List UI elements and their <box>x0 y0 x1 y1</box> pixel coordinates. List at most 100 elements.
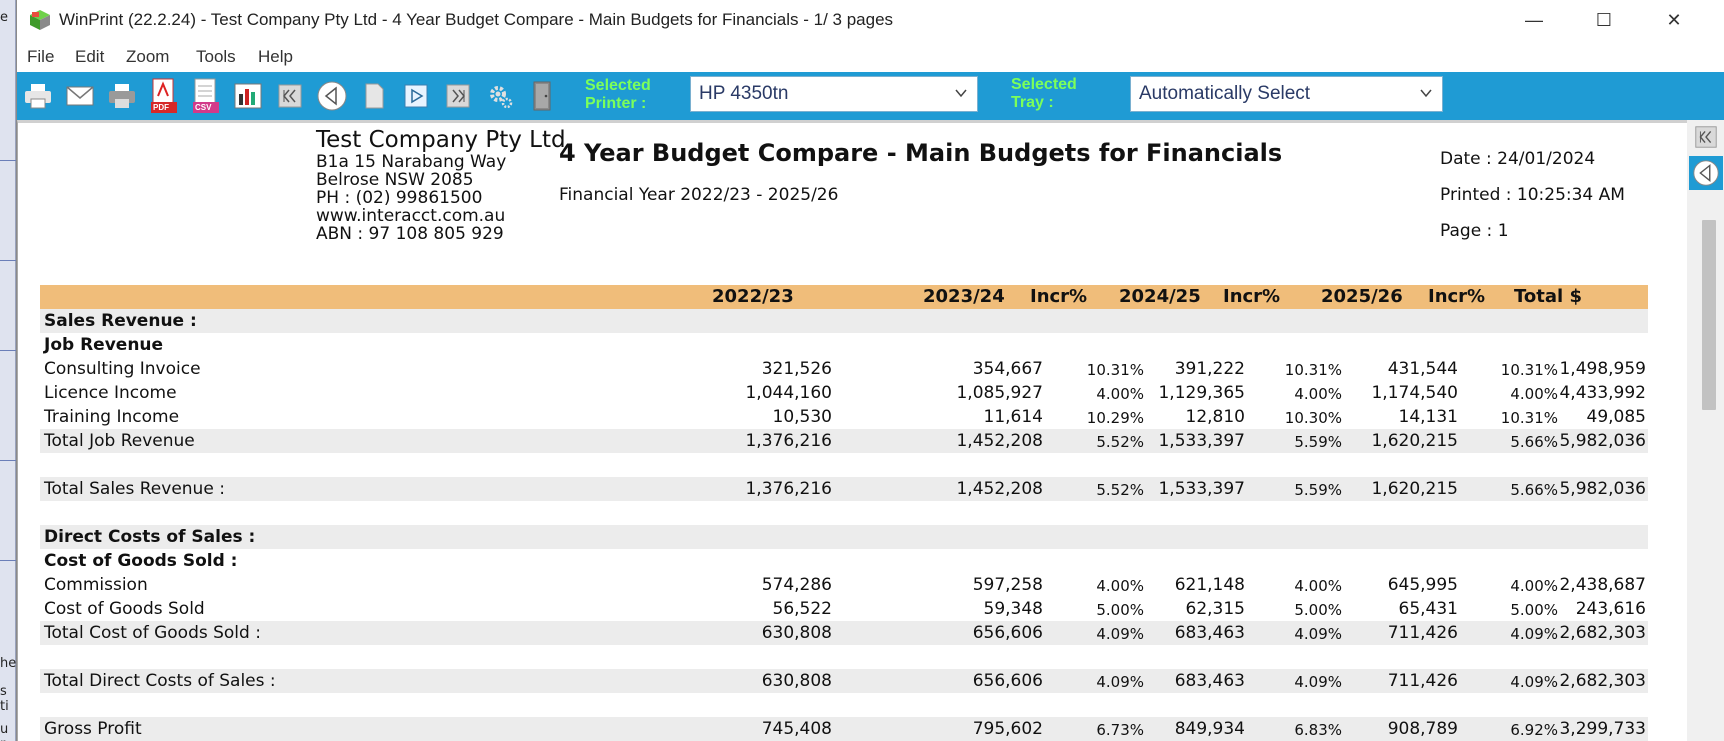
winprint-window: WinPrint (22.2.24) - Test Company Pty Lt… <box>16 0 1724 741</box>
table-row: Gross Profit 745,408 795,602 6.73% 849,934 6.… <box>40 717 1648 741</box>
table-row: Job Revenue <box>40 333 1648 357</box>
row-percent: 6.83% <box>1294 721 1342 739</box>
row-value: 354,667 <box>972 359 1043 379</box>
row-value: 683,463 <box>1174 623 1245 643</box>
column-header: Total $ <box>1514 286 1582 307</box>
row-value: 1,533,397 <box>1158 479 1245 499</box>
menu-edit[interactable]: Edit <box>75 47 105 66</box>
preview-area: Test Company Pty Ltd B1a 15 Narabang Way… <box>17 120 1724 741</box>
menu-zoom[interactable]: Zoom <box>126 47 170 66</box>
background-text: he <box>0 656 17 671</box>
column-header: 2024/25 <box>1119 286 1201 307</box>
row-percent: 4.09% <box>1510 625 1558 643</box>
previous-page-icon <box>317 81 347 111</box>
row-label: Total Direct Costs of Sales : <box>44 671 276 691</box>
settings-button[interactable] <box>483 78 517 114</box>
row-percent: 4.09% <box>1294 673 1342 691</box>
chart-button[interactable] <box>231 78 265 114</box>
row-value: 1,174,540 <box>1371 383 1458 403</box>
csv-button[interactable]: CSV <box>189 78 223 114</box>
background-line <box>0 260 16 261</box>
menu-file[interactable]: File <box>27 47 55 66</box>
csv-label: CSV <box>195 103 212 112</box>
row-value: 683,463 <box>1174 671 1245 691</box>
selected-printer-label: Selected <box>585 77 651 94</box>
side-first-page-button[interactable] <box>1689 120 1723 154</box>
row-percent: 4.09% <box>1096 625 1144 643</box>
last-page-button[interactable] <box>441 78 475 114</box>
previous-page-icon <box>1693 160 1719 186</box>
row-value: 630,808 <box>761 671 832 691</box>
side-panel <box>1687 120 1724 741</box>
row-label: Total Sales Revenue : <box>44 479 225 499</box>
table-row: Total Direct Costs of Sales : 630,808 656,… <box>40 669 1648 693</box>
report-title: 4 Year Budget Compare - Main Budgets for… <box>559 139 1283 167</box>
next-page-button[interactable] <box>399 78 433 114</box>
first-page-icon <box>278 84 302 108</box>
background-line <box>0 350 16 351</box>
chevron-down-icon <box>1420 89 1432 98</box>
row-label: Licence Income <box>44 383 177 403</box>
row-value: 62,315 <box>1185 599 1245 619</box>
company-phone: PH : (02) 99861500 <box>316 188 483 208</box>
email-button[interactable] <box>63 78 97 114</box>
row-percent: 4.09% <box>1096 673 1144 691</box>
first-page-button[interactable] <box>273 78 307 114</box>
toolbar: PDF CSV <box>17 72 1724 120</box>
printer-setup-button[interactable] <box>105 78 139 114</box>
row-value: 321,526 <box>761 359 832 379</box>
row-percent: 6.92% <box>1510 721 1558 739</box>
row-value: 2,682,303 <box>1559 671 1646 691</box>
page-icon <box>365 83 384 109</box>
selected-tray-label: Selected <box>1011 76 1077 93</box>
table-row <box>40 453 1648 477</box>
title-bar[interactable]: WinPrint (22.2.24) - Test Company Pty Lt… <box>17 0 1724 40</box>
row-label: Direct Costs of Sales : <box>44 527 256 547</box>
row-value: 645,995 <box>1387 575 1458 595</box>
selected-tray-label-2: Tray : <box>1011 94 1054 111</box>
printer-select[interactable]: HP 4350tn <box>690 76 978 112</box>
table-row: Direct Costs of Sales : <box>40 525 1648 549</box>
maximize-button[interactable]: ☐ <box>1569 0 1639 40</box>
menu-tools[interactable]: Tools <box>196 47 236 66</box>
pdf-button[interactable]: PDF <box>147 78 181 114</box>
app-logo-icon <box>30 10 50 30</box>
menu-bar: File Edit Zoom Tools Help <box>17 40 1724 72</box>
page-button[interactable] <box>357 78 391 114</box>
row-value: 656,606 <box>972 623 1043 643</box>
previous-page-button[interactable] <box>315 78 349 114</box>
side-previous-page-button[interactable] <box>1689 156 1723 190</box>
chart-icon <box>234 83 262 109</box>
pdf-label: PDF <box>153 103 169 112</box>
row-value: 1,129,365 <box>1158 383 1245 403</box>
window-title: WinPrint (22.2.24) - Test Company Pty Lt… <box>59 10 894 29</box>
close-button[interactable]: ✕ <box>1639 0 1709 40</box>
company-address-2: Belrose NSW 2085 <box>316 170 474 190</box>
row-value: 1,533,397 <box>1158 431 1245 451</box>
email-icon <box>66 86 94 106</box>
row-percent: 10.29% <box>1086 409 1144 427</box>
row-value: 1,620,215 <box>1371 479 1458 499</box>
minimize-icon: — <box>1525 9 1543 30</box>
row-percent: 4.00% <box>1294 385 1342 403</box>
row-value: 431,544 <box>1387 359 1458 379</box>
row-label: Job Revenue <box>44 335 164 355</box>
row-value: 243,616 <box>1575 599 1646 619</box>
vertical-scrollbar-thumb[interactable] <box>1702 220 1716 410</box>
row-percent: 10.31% <box>1086 361 1144 379</box>
tray-select[interactable]: Automatically Select <box>1130 76 1443 112</box>
report-page-number: Page : 1 <box>1440 221 1509 241</box>
exit-button[interactable] <box>525 78 559 114</box>
row-percent: 5.00% <box>1510 601 1558 619</box>
menu-help[interactable]: Help <box>258 47 293 66</box>
row-label: Gross Profit <box>44 719 142 739</box>
row-value: 10,530 <box>772 407 832 427</box>
row-value: 14,131 <box>1398 407 1458 427</box>
row-value: 56,522 <box>772 599 832 619</box>
row-label: Total Cost of Goods Sold : <box>44 623 261 643</box>
row-value: 621,148 <box>1174 575 1245 595</box>
print-button[interactable] <box>21 78 55 114</box>
minimize-button[interactable]: — <box>1499 0 1569 40</box>
report-page: Test Company Pty Ltd B1a 15 Narabang Way… <box>17 120 1687 741</box>
exit-door-icon <box>533 81 551 111</box>
